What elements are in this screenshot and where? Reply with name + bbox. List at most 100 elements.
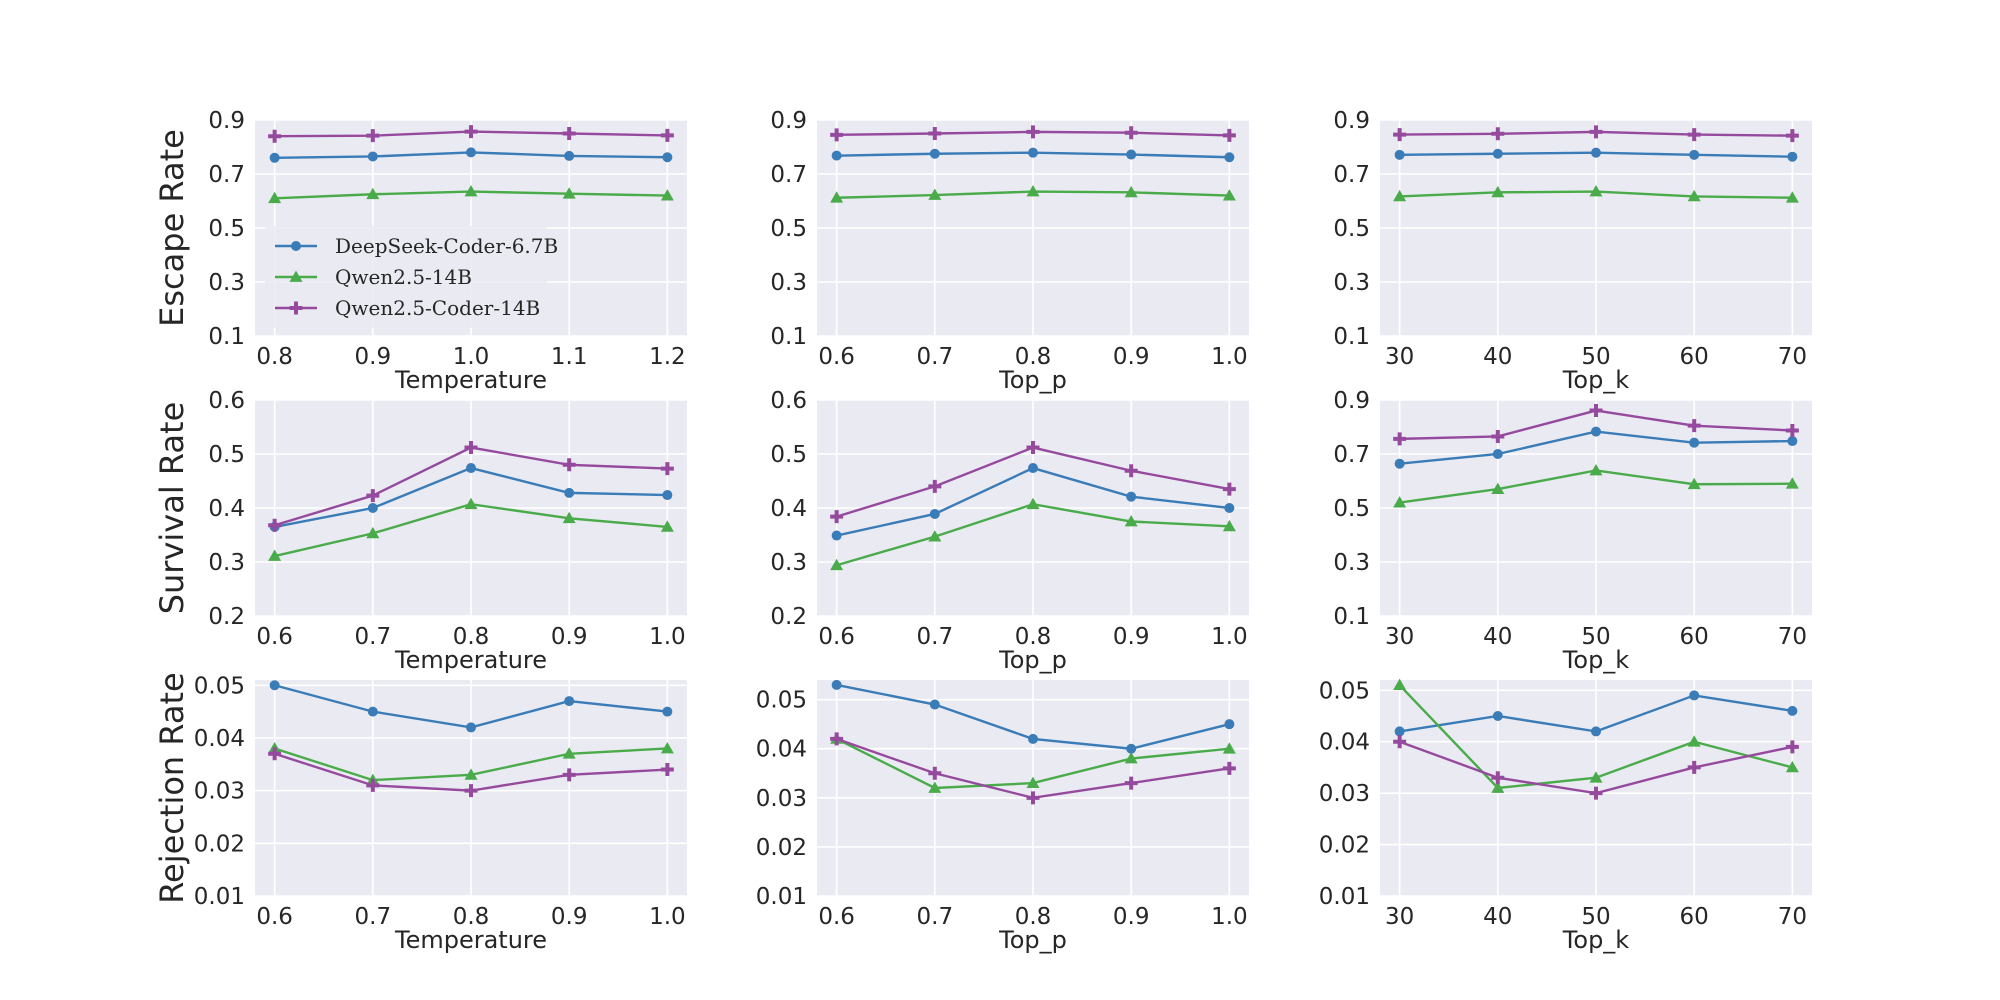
data-point [1491,127,1505,141]
x-tick-label: 50 [1581,344,1610,370]
data-point [929,148,940,159]
subplot-2-1: 0.6 0.7 0.8 0.9 1.0 0.01 0.02 0.03 0.04 0.05 Top_p [756,679,1249,954]
x-tick-label: 0.7 [917,904,954,930]
x-tick-label: 0.7 [917,624,954,650]
data-point [1589,125,1603,139]
y-tick-label: 0.04 [756,737,807,763]
x-tick-label: 0.9 [1113,344,1150,370]
y-tick-label: 0.7 [1333,442,1370,468]
data-point [928,530,942,542]
x-tick-label: 0.8 [453,904,490,930]
data-point [268,518,282,532]
x-tick-label: 1.0 [649,904,686,930]
data-point [466,722,476,733]
data-point [1126,491,1137,502]
y-tick-label: 0.3 [208,550,245,576]
data-point [1687,477,1701,490]
data-point [660,520,674,532]
y-tick-label: 0.05 [194,673,245,699]
x-tick-label: 1.2 [649,344,686,370]
x-tick-label: 1.1 [551,344,588,370]
y-tick-label: 0.7 [770,162,807,188]
x-tick-label: 70 [1778,904,1807,930]
y-tick-label: 0.7 [1333,162,1370,188]
x-axis-label: Top_p [998,366,1067,394]
data-point [830,732,844,746]
data-point [1028,463,1038,474]
data-point [1026,791,1040,805]
x-axis-label: Temperature [394,646,547,674]
x-tick-label: 30 [1385,904,1414,930]
x-tick-label: 0.6 [818,904,855,930]
data-point [1224,719,1235,730]
data-point [1689,437,1700,448]
y-tick-label: 0.02 [194,831,245,857]
x-tick-label: 40 [1483,904,1512,930]
x-tick-label: 1.0 [453,344,490,370]
data-point [1393,496,1407,508]
x-tick-label: 60 [1680,904,1709,930]
x-axis-label: Temperature [394,926,547,954]
data-point [464,784,478,798]
data-point [660,128,674,142]
data-point [464,125,478,139]
x-axis-label: Top_k [1562,926,1630,954]
data-point [367,503,378,513]
data-point [1589,786,1603,800]
data-point [1687,760,1701,774]
data-point [1222,128,1236,142]
y-tick-label: 0.6 [770,388,807,414]
y-tick-label: 0.2 [770,604,807,630]
data-point [1393,432,1407,446]
data-point [1393,189,1407,202]
data-point [1589,185,1603,197]
y-tick-label: 0.5 [208,216,245,242]
y-tick-label: 0.3 [770,550,807,576]
subplot-2-0: 0.6 0.7 0.8 0.9 1.0 0.01 0.02 0.03 0.04 0.05 Tempe… [153,672,687,954]
data-point [464,497,478,510]
y-tick-label: 0.3 [1333,550,1370,576]
data-point [1689,149,1700,160]
data-point [269,680,280,691]
data-point [662,490,673,501]
subplot-0-1: 0.6 0.7 0.8 0.9 1.0 0.1 0.3 0.5 0.7 0.9 Top_p [770,108,1249,394]
data-point [1591,426,1601,437]
legend: DeepSeek-Coder-6.7B Qwen2.5-14B Qwen2.5-Co… [265,226,558,328]
data-point [464,185,478,197]
data-point [1687,128,1701,142]
y-tick-label: 0.6 [208,388,245,414]
data-point [268,549,282,561]
data-point [366,489,380,503]
y-tick-label: 0.3 [208,270,245,296]
data-point [928,479,942,493]
x-tick-label: 0.9 [551,624,588,650]
y-tick-label: 0.03 [194,779,245,805]
y-tick-label: 0.02 [756,835,807,861]
data-point [928,766,942,780]
x-tick-label: 60 [1680,624,1709,650]
data-point [464,768,478,780]
x-tick-label: 0.6 [256,904,293,930]
data-point [1026,497,1040,510]
data-point [662,152,673,163]
data-point [660,462,674,476]
data-point [1491,781,1505,793]
data-point [367,706,378,717]
data-point [1589,771,1603,783]
x-tick-label: 0.6 [818,624,855,650]
legend-entry: DeepSeek-Coder-6.7B [335,234,558,258]
legend-marker [289,301,303,315]
x-tick-label: 0.8 [256,344,293,370]
y-tick-label: 0.9 [770,108,807,134]
data-point [366,187,380,200]
y-axis-label: Rejection Rate [153,672,191,904]
y-tick-label: 0.04 [194,726,245,752]
data-point [1124,464,1138,478]
data-point [929,508,940,519]
data-point [1492,449,1503,459]
data-point [1589,404,1603,418]
data-point [1787,705,1798,716]
y-tick-label: 0.9 [208,108,245,134]
data-point [830,191,844,203]
